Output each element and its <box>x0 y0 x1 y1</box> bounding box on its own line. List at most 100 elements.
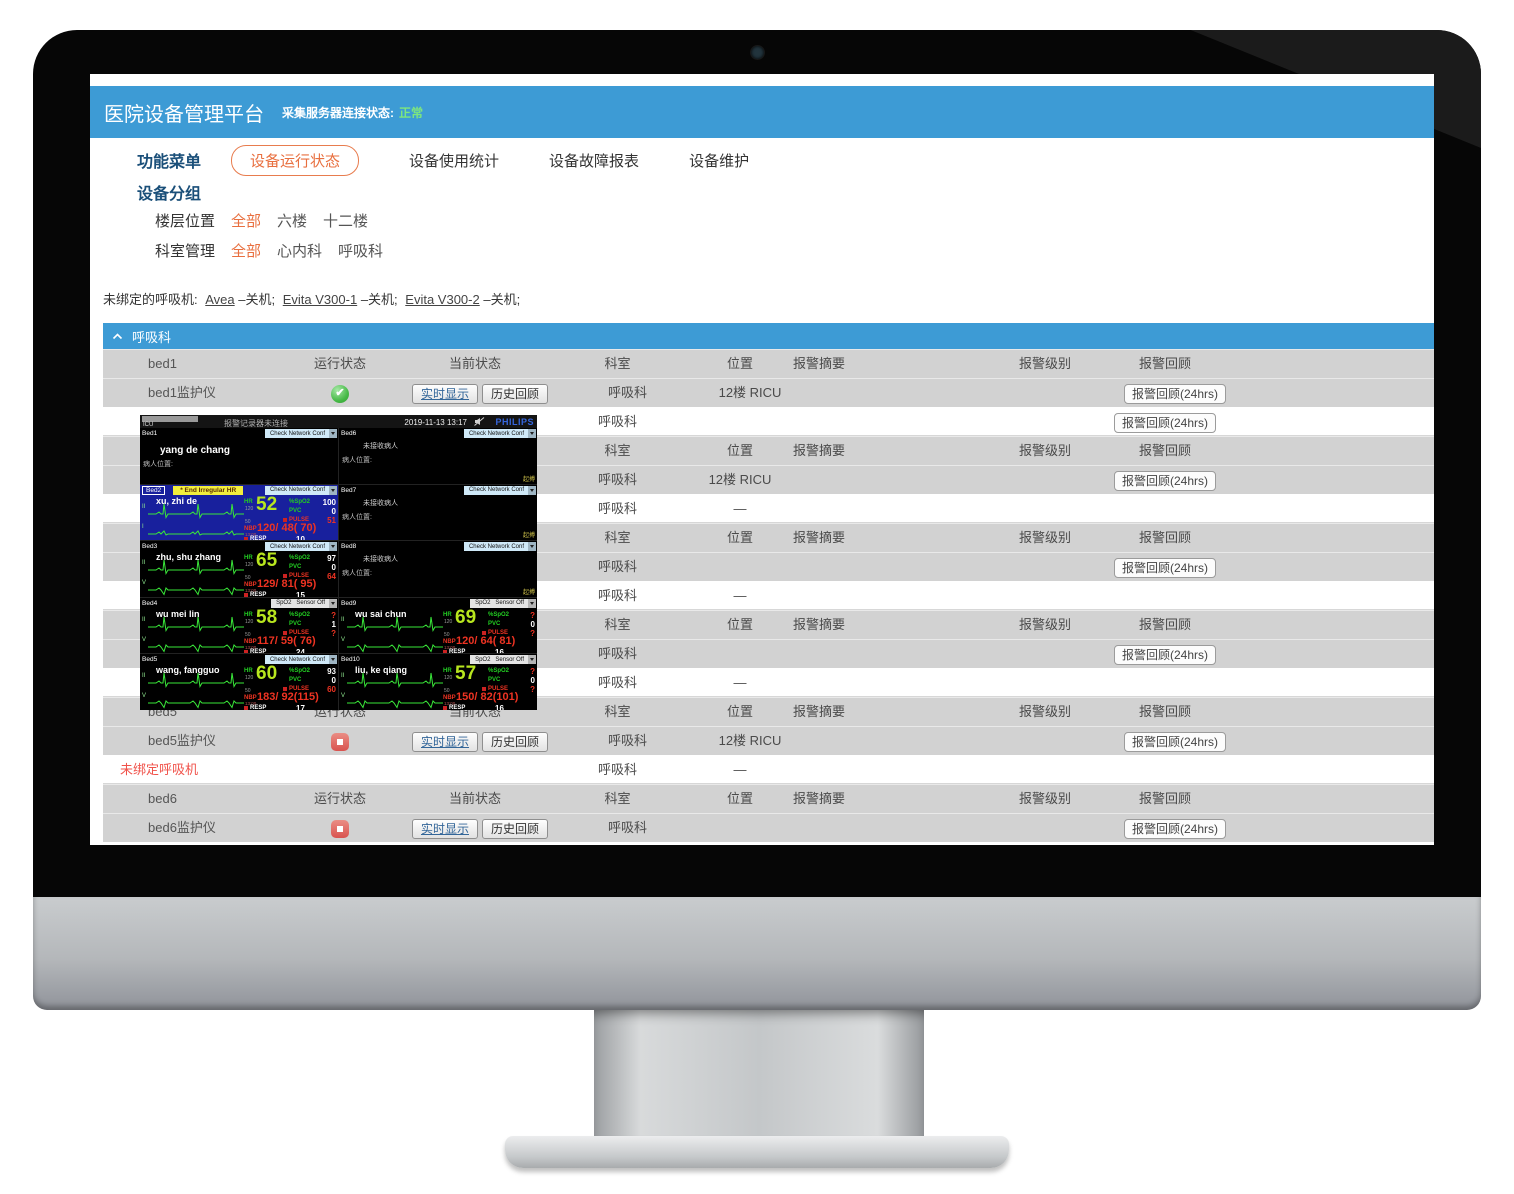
bed-status-dropdown[interactable]: SpO2 Sensor Off <box>470 598 536 608</box>
tab-device-running-status[interactable]: 设备运行状态 <box>231 144 360 176</box>
hr-limit-low: 50 <box>444 631 450 638</box>
alarm-review-24hrs-button[interactable]: 报警回顾(24hrs) <box>1113 557 1216 578</box>
floor-filter-12f[interactable]: 十二楼 <box>323 213 369 230</box>
patient-location-label: 病人位置: <box>342 513 372 521</box>
department-filter-cardiology[interactable]: 心内科 <box>277 243 323 260</box>
history-review-button[interactable]: 历史回顾 <box>482 818 549 839</box>
bed-tile-body: yang de chang 病人位置: <box>140 439 338 484</box>
pvc-value: 0 <box>530 619 535 629</box>
tab-device-fault-report[interactable]: 设备故障报表 <box>549 152 640 170</box>
realtime-display-button[interactable]: 实时显示 <box>412 731 479 752</box>
bed-status-dropdown[interactable]: SpO2 Sensor Off <box>470 655 536 665</box>
realtime-display-button[interactable]: 实时显示 <box>412 383 479 404</box>
device-location: — <box>733 501 747 516</box>
column-label-alarm-level: 报警级别 <box>1018 791 1071 806</box>
bed-status-dropdown[interactable]: Check Network Conf <box>264 485 337 495</box>
hr-limit-low: 50 <box>444 688 450 695</box>
column-label-status: 运行状态 <box>313 791 366 806</box>
alarm-review-24hrs-button[interactable]: 报警回顾(24hrs) <box>1113 470 1216 491</box>
ecg-lead-label: II <box>142 503 146 510</box>
ventilator-link-evita-v300-2[interactable]: Evita V300-2 <box>405 292 480 307</box>
hr-label: HR <box>244 668 253 675</box>
pvc-label: PVC <box>289 620 302 627</box>
pulse-value: 51 <box>327 515 336 525</box>
column-label-loc: 位置 <box>726 443 753 458</box>
floor-filter-all[interactable]: 全部 <box>231 213 262 230</box>
department-section-bar[interactable]: 呼吸科 <box>103 323 1434 349</box>
nbp-value: 120/ 64( 81) <box>456 634 516 647</box>
column-label-dept: 科室 <box>604 356 631 371</box>
device-department: 呼吸科 <box>597 472 637 487</box>
bed-status-dropdown[interactable]: Check Network Conf <box>264 429 337 438</box>
alarm-review-24hrs-button[interactable]: 报警回顾(24hrs) <box>1113 644 1216 665</box>
spo2-value: 100 <box>322 497 336 507</box>
bed-tile-header: Bed9 SpO2 Sensor Off <box>339 598 537 609</box>
bed-status-dropdown[interactable]: Check Network Conf <box>264 655 337 665</box>
dropdown-arrow-icon <box>329 485 337 495</box>
realtime-display-button[interactable]: 实时显示 <box>412 818 479 839</box>
hr-value: 65 <box>256 550 278 572</box>
alarm-level-cell <box>985 639 1105 668</box>
alarm-review-24hrs-button[interactable]: 报警回顾(24hrs) <box>1124 731 1227 752</box>
pulse-label: PULSE <box>488 629 509 636</box>
status-ok-icon: ✔ <box>331 384 349 403</box>
ventilator-link-avea[interactable]: Avea <box>205 292 235 307</box>
bed-id-label: Bed10 <box>341 656 360 664</box>
bed-tile-body: xu, zhi de II I HR 120 50 52 %SpO2 100 PVC 0 PULSE 5… <box>140 493 338 541</box>
vitals-block: HR 120 50 52 %SpO2 100 PVC 0 PULSE 51 NBP 13:00 120/… <box>244 493 336 541</box>
device-department: 呼吸科 <box>597 501 637 516</box>
bed-tile-header: Bed1 Check Network Conf <box>140 428 338 439</box>
bed-status-dropdown[interactable]: Check Network Conf <box>463 429 536 438</box>
alarm-level-cell <box>985 581 1105 610</box>
hr-label: HR <box>244 555 253 562</box>
bed-id-label: Bed3 <box>142 543 158 551</box>
hr-value: 69 <box>455 606 477 628</box>
resp-alarm-icon <box>244 593 248 597</box>
bed-status-dropdown[interactable]: SpO2 Sensor Off <box>271 598 337 608</box>
alarm-review-cell: 报警回顾(24hrs) <box>1115 726 1235 755</box>
column-label-alarm-summary: 报警摘要 <box>793 704 846 719</box>
alarm-review-24hrs-button[interactable]: 报警回顾(24hrs) <box>1124 818 1227 839</box>
bed-status-dropdown[interactable]: Check Network Conf <box>463 542 536 552</box>
dropdown-arrow-icon <box>528 655 536 665</box>
ecg-waveform <box>148 671 244 689</box>
department-filter-all[interactable]: 全部 <box>231 243 262 260</box>
resp-alarm-icon <box>244 706 248 710</box>
column-label-alarm-level: 报警级别 <box>1018 356 1071 371</box>
resp-label: RESP <box>250 535 267 541</box>
device-location <box>695 639 785 668</box>
device-grouping-title: 设备分组 <box>137 186 202 203</box>
bed-status-dropdown[interactable]: Check Network Conf <box>264 542 337 552</box>
hr-limit-high: 120 <box>444 618 453 625</box>
column-label-loc: 位置 <box>726 791 753 806</box>
pvc-value: 0 <box>530 676 535 686</box>
history-review-button[interactable]: 历史回顾 <box>482 383 549 404</box>
ecg-waveform <box>347 671 443 689</box>
patient-name: wang, fangguo <box>156 665 220 676</box>
stand-neck <box>594 1010 924 1140</box>
tab-device-maintenance[interactable]: 设备维护 <box>689 152 750 170</box>
alarm-review-24hrs-button[interactable]: 报警回顾(24hrs) <box>1113 412 1216 433</box>
bed-id-label: Bed7 <box>341 486 357 494</box>
hr-limit-low: 50 <box>245 575 251 582</box>
department-filter-respiratory[interactable]: 呼吸科 <box>338 243 384 260</box>
bed-tiles-grid: Bed1 Check Network Conf yang de chang 病人位置:… <box>140 428 537 710</box>
bed-id-label: Bed4 <box>142 599 158 607</box>
alarm-review-cell: 报警回顾(24hrs) <box>1105 407 1225 436</box>
nbp-label: NBP <box>244 525 257 532</box>
alarm-level-cell <box>985 407 1105 436</box>
bed-status-dropdown[interactable]: Check Network Conf <box>463 485 536 495</box>
pvc-value: 0 <box>331 506 336 516</box>
bed-id-label: Bed5 <box>142 656 158 664</box>
floor-filter-6f[interactable]: 六楼 <box>277 213 308 230</box>
alarm-review-24hrs-button[interactable]: 报警回顾(24hrs) <box>1124 383 1227 404</box>
nbp-value: 129/ 81( 95) <box>257 578 317 591</box>
ventilator-link-evita-v300-1[interactable]: Evita V300-1 <box>282 292 358 307</box>
patient-monitor-overlay: ICU 报警记录器未连接 2019-11-13 13:17 PHILIPS Be… <box>140 415 537 710</box>
history-review-button[interactable]: 历史回顾 <box>482 731 549 752</box>
pvc-label: PVC <box>488 677 501 684</box>
bed-tile-body: wu mei lin II V HR 120 50 58 %SpO2? PVC 1 PULSE? NB… <box>140 607 338 654</box>
tab-device-usage-stats[interactable]: 设备使用统计 <box>409 152 500 170</box>
ecg-lead-label: II <box>341 616 345 623</box>
hr-value: 52 <box>256 493 278 515</box>
